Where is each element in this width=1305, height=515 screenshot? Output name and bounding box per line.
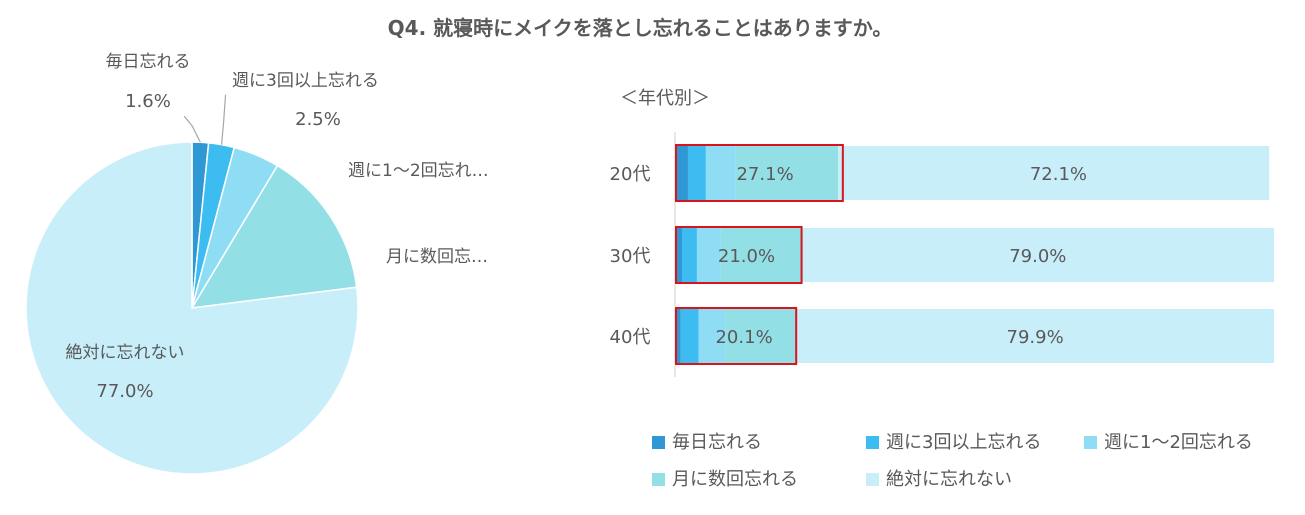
legend-label: 週に1～2回忘れる	[1104, 432, 1253, 453]
legend-swatch	[652, 473, 665, 486]
bar-segment	[676, 228, 682, 282]
forget-total-highlight	[675, 307, 798, 365]
bar-chart-subtitle: ＜年代別＞	[620, 88, 710, 109]
forget-total-label: 27.1%	[736, 164, 793, 185]
bar-segment	[687, 146, 706, 200]
stacked-bar-chart: 20代 27.1% 72.1% 30代 21.0% 79.0% 40代 20.1% 79.9%	[610, 132, 1274, 377]
pie-slice	[190, 164, 358, 309]
forget-total-highlight	[675, 144, 844, 202]
pie-slice-label: 毎日忘れる	[106, 52, 191, 72]
pie-slice-label: 週に1～2回忘れ…	[348, 161, 489, 181]
legend-label: 月に数回忘れる	[672, 469, 798, 490]
forget-total-label: 21.0%	[718, 246, 775, 267]
legend-swatch	[866, 436, 879, 449]
bar-segment	[838, 146, 1270, 200]
bar-segment	[720, 228, 802, 282]
bar-segment	[680, 309, 699, 363]
forget-total-label: 20.1%	[715, 327, 772, 348]
bar-segment	[735, 146, 839, 200]
legend-swatch	[1084, 436, 1097, 449]
pie-slice-label: 月に数回忘…	[386, 247, 488, 267]
pie-slice-value: 2.5%	[295, 109, 341, 130]
bar-segment	[796, 309, 1274, 363]
pie-slice-value: 1.6%	[125, 91, 171, 112]
bar-segment	[681, 228, 697, 282]
category-label: 20代	[610, 164, 651, 185]
bar-segment	[696, 228, 721, 282]
leader-line	[220, 94, 227, 145]
category-label: 40代	[610, 327, 651, 348]
forget-total-highlight	[675, 226, 803, 284]
bar-segment	[705, 146, 736, 200]
pie-chart: 毎日忘れる 1.6% 週に3回以上忘れる 2.5% 週に1～2回忘れ… 月に数回忘… 絶対に…	[25, 52, 489, 475]
bar-segment	[801, 228, 1274, 282]
pie-slice	[25, 141, 359, 475]
pie-slice-label: 絶対に忘れない	[66, 343, 185, 363]
legend-swatch	[866, 473, 879, 486]
legend-label: 毎日忘れる	[672, 432, 762, 453]
pie-slice-label: 週に3回以上忘れる	[232, 71, 379, 91]
never-forget-label: 79.0%	[1009, 246, 1066, 267]
legend-label: 週に3回以上忘れる	[886, 432, 1041, 453]
bar-segment	[676, 309, 681, 363]
bar-segment	[725, 309, 797, 363]
never-forget-label: 72.1%	[1030, 164, 1087, 185]
leader-line	[183, 115, 201, 143]
legend-swatch	[652, 436, 665, 449]
legend-label: 絶対に忘れない	[886, 469, 1012, 490]
pie-slice-value: 77.0%	[96, 381, 153, 402]
bar-segment	[676, 146, 688, 200]
bar-segment	[698, 309, 726, 363]
chart-title: Q4. 就寝時にメイクを落とし忘れることはありますか。	[388, 16, 893, 40]
never-forget-label: 79.9%	[1007, 327, 1064, 348]
category-label: 30代	[610, 246, 651, 267]
